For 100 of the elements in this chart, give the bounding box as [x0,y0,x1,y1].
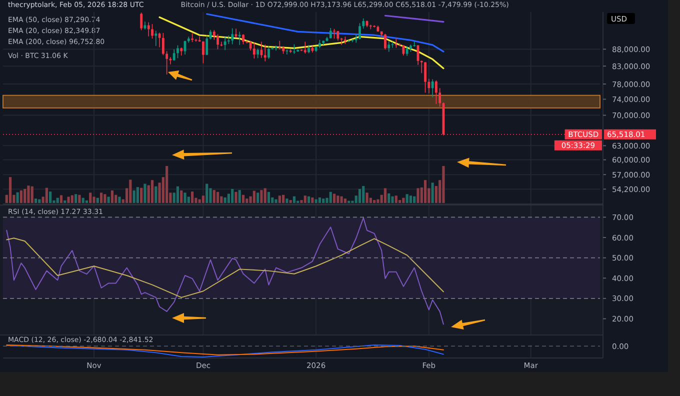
bar [166,166,168,203]
candlestick [231,28,234,45]
candlestick [428,78,430,94]
bar [154,186,158,203]
bar [107,196,110,203]
bar [304,196,306,203]
bar [289,200,292,203]
candlestick [336,30,340,41]
bar [202,196,205,203]
bar [129,180,132,203]
candlestick [362,18,365,30]
bar [442,166,445,203]
candlestick [216,34,219,50]
bar [118,196,121,203]
bar [206,184,208,203]
bar [100,192,103,203]
bar [391,196,394,203]
bar [96,198,99,203]
bar [16,192,19,203]
bar [150,180,154,203]
candlestick [202,41,204,64]
bar [366,192,368,203]
bar [256,192,260,203]
candlestick [140,12,143,31]
bar [198,199,201,203]
bar [140,188,143,203]
bar [176,186,180,203]
bar [92,196,96,203]
candlestick [238,31,241,46]
candlestick [388,40,390,52]
line-series [206,13,444,52]
candlestick [264,44,266,62]
candlestick [212,30,216,40]
bar [104,194,106,203]
bar [282,194,285,203]
bar [358,188,362,203]
bar [329,192,332,203]
bar [60,195,63,203]
candlestick [358,22,361,40]
bar [394,196,398,203]
bar [340,196,343,203]
bar [56,198,59,203]
candlestick [206,35,208,56]
candlestick [406,46,408,56]
bar [267,192,270,203]
bar [234,192,238,203]
candlestick [154,30,158,46]
candlestick [268,46,270,60]
bar [34,198,38,203]
bar [362,186,365,203]
bar [292,196,296,203]
bar [242,194,245,203]
bar [424,180,427,203]
bar [307,196,310,203]
bar [180,190,183,203]
bar [24,188,26,203]
bar [413,196,416,203]
bar [322,198,325,203]
line-series [6,217,444,325]
bar [311,197,314,203]
bar [231,188,234,203]
bar [373,200,376,203]
bar [89,192,92,203]
bar [384,188,387,203]
bar [224,197,226,203]
bar [431,182,434,203]
candlestick [384,33,386,50]
candlestick [424,62,426,94]
candlestick [286,49,288,55]
bar [38,199,41,203]
bar [402,198,405,203]
bar [246,198,248,203]
bar [144,184,146,203]
candlestick [293,44,296,54]
bar [274,199,278,203]
bar [388,193,390,203]
bar [376,199,380,203]
bar [74,194,78,203]
bar [49,192,52,203]
candlestick [224,36,226,51]
candlestick [220,41,223,47]
bar [212,190,216,203]
bar [132,190,136,203]
candlestick [329,28,332,39]
bar [220,196,223,203]
bar [318,197,321,203]
line-series [158,16,444,70]
bar [252,190,256,203]
bar [184,192,186,203]
candlestick [172,48,176,61]
bar [409,196,412,203]
candlestick [252,42,256,59]
candlestick [162,32,164,56]
bar [286,198,288,203]
bar [190,192,194,203]
bar [187,196,190,203]
bar [82,198,84,203]
bar [332,194,336,203]
bar [8,177,12,203]
candlestick [438,88,442,108]
